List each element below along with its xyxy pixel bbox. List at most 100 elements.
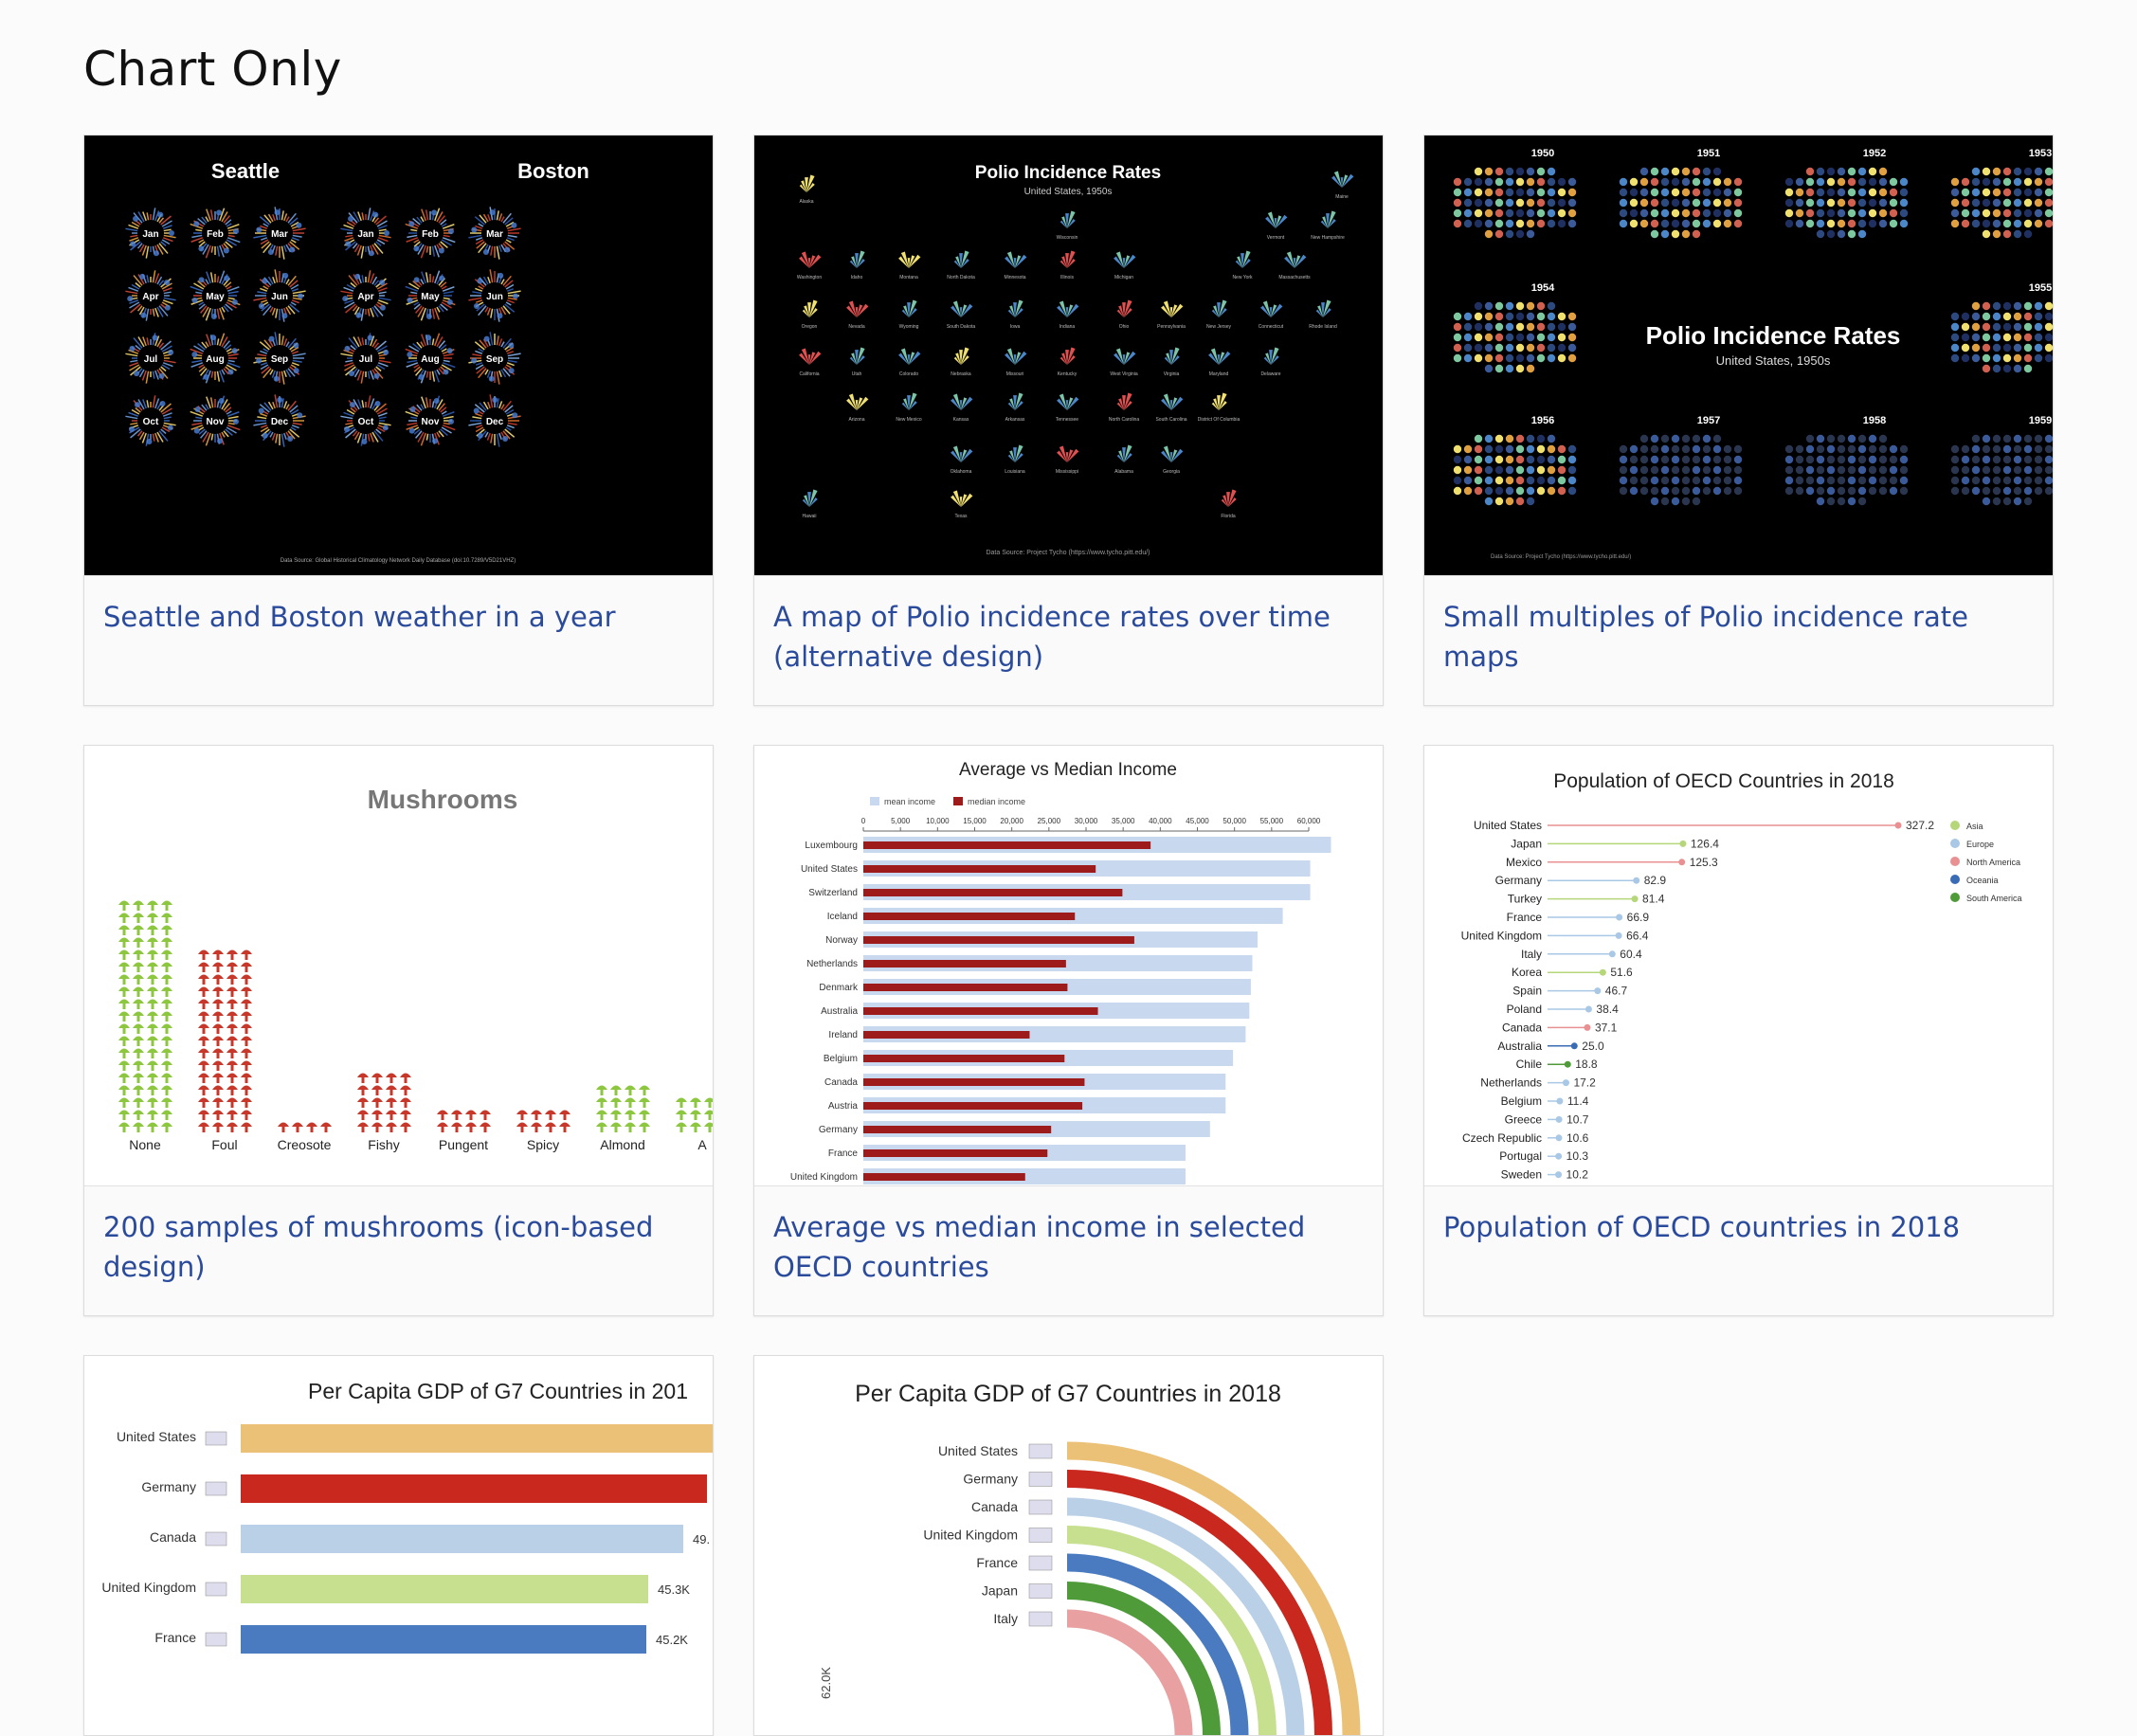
value-label: 82.9 xyxy=(1644,874,1667,887)
median-bar xyxy=(863,1078,1085,1086)
dot xyxy=(1555,1115,1563,1123)
country-label: United States xyxy=(801,864,858,875)
thumbnail-income[interactable]: Average vs Median Income mean income med… xyxy=(754,746,1383,1185)
chart-subtitle: United States, 1950s xyxy=(1716,353,1831,368)
state-glyph: New Hampshire xyxy=(1311,210,1345,241)
state-label: Kentucky xyxy=(1058,371,1078,377)
card-caption[interactable]: 200 samples of mushrooms (icon-based des… xyxy=(103,1211,654,1283)
median-bar xyxy=(863,984,1068,991)
state-glyph: California xyxy=(799,348,822,377)
gallery-card-mushrooms[interactable]: Mushrooms None Foul Creosote Fishy Pungent Sp… xyxy=(83,745,714,1316)
gallery-card-population[interactable]: Population of OECD Countries in 2018 Uni… xyxy=(1423,745,2054,1316)
state-label: South Dakota xyxy=(947,324,976,330)
gallery-card-income[interactable]: Average vs Median Income mean income med… xyxy=(753,745,1384,1316)
tick-label: 15,000 xyxy=(963,817,987,825)
state-label: Massachusetts xyxy=(1278,275,1311,280)
legend-label: Oceania xyxy=(1966,876,1999,885)
gallery-card-polio-map[interactable]: Polio Incidence Rates United States, 195… xyxy=(753,135,1384,706)
country-label: Iceland xyxy=(827,912,858,922)
year-map: 1958 xyxy=(1784,415,1909,506)
tick-label: 0 xyxy=(861,817,866,825)
country-label: Ireland xyxy=(828,1030,858,1040)
country-label: Denmark xyxy=(819,983,859,993)
mushroom-column: Spicy xyxy=(516,1110,570,1152)
month-ring: Mar xyxy=(468,207,521,260)
card-caption[interactable]: A map of Polio incidence rates over time… xyxy=(773,601,1331,673)
gallery-card-polio-multiples[interactable]: 1950 1951 1952 1953 1954 1955 1956 1957 1958 1959… xyxy=(1423,135,2054,706)
state-label: Iowa xyxy=(1010,324,1021,330)
thumbnail-g7-radial[interactable]: Per Capita GDP of G7 Countries in 2018 U… xyxy=(754,1356,1383,1735)
month-ring: May xyxy=(405,270,456,321)
legend-swatch xyxy=(1950,839,1960,848)
country-label: United Kingdom xyxy=(923,1528,1018,1543)
thumbnail-g7-bars[interactable]: Per Capita GDP of G7 Countries in 201 Un… xyxy=(84,1356,713,1735)
state-glyph: Indiana xyxy=(1057,300,1079,330)
year-label: 1955 xyxy=(2029,282,2052,294)
state-label: Texas xyxy=(954,514,968,519)
value-label: 60.4 xyxy=(1620,948,1642,961)
country-label: Mexico xyxy=(1506,856,1542,869)
state-glyph: New Jersey xyxy=(1206,299,1232,330)
month-label: Jan xyxy=(357,229,373,240)
country-label: Greece xyxy=(1505,1112,1543,1126)
country-label: Belgium xyxy=(1501,1094,1542,1108)
state-glyph: Connecticut xyxy=(1259,300,1284,330)
month-label: Jun xyxy=(271,292,288,302)
country-label: Netherlands xyxy=(1480,1076,1542,1090)
value-label: 125.3 xyxy=(1690,856,1718,869)
dot xyxy=(1599,968,1606,976)
chart-title: Polio Incidence Rates xyxy=(975,163,1161,183)
thumbnail-weather[interactable]: Seattle Boston Jan Feb Mar Apr May Jun Jul Aug S… xyxy=(84,136,713,575)
tick-label: 20,000 xyxy=(1000,817,1023,825)
gdp-bar xyxy=(241,1424,713,1453)
country-label: Luxembourg xyxy=(805,841,858,851)
tick-label: 25,000 xyxy=(1038,817,1061,825)
gallery-card-g7-radial[interactable]: Per Capita GDP of G7 Countries in 2018 U… xyxy=(753,1355,1384,1736)
month-label: Dec xyxy=(486,417,504,427)
state-label: Wisconsin xyxy=(1057,235,1078,241)
month-label: Mar xyxy=(271,229,288,240)
thumbnail-mushrooms[interactable]: Mushrooms None Foul Creosote Fishy Pungent Sp… xyxy=(84,746,713,1185)
card-caption[interactable]: Seattle and Boston weather in a year xyxy=(103,601,616,633)
card-caption[interactable]: Population of OECD countries in 2018 xyxy=(1443,1211,1961,1243)
month-label: Jun xyxy=(486,292,503,302)
mushroom-column: None xyxy=(118,900,172,1152)
gallery-card-weather[interactable]: Seattle Boston Jan Feb Mar Apr May Jun Jul Aug S… xyxy=(83,135,714,706)
thumbnail-polio-map[interactable]: Polio Incidence Rates United States, 195… xyxy=(754,136,1383,575)
value-label: 10.7 xyxy=(1567,1112,1589,1126)
chart-title: Average vs Median Income xyxy=(959,760,1177,780)
value-label: 51.6 xyxy=(1610,966,1633,979)
card-caption[interactable]: Average vs median income in selected OEC… xyxy=(773,1211,1306,1283)
state-glyph: Wisconsin xyxy=(1057,210,1078,241)
year-label: 1959 xyxy=(2029,415,2052,426)
country-label: Germany xyxy=(141,1479,196,1494)
month-label: May xyxy=(206,292,225,302)
gallery-card-g7-bars[interactable]: Per Capita GDP of G7 Countries in 201 Un… xyxy=(83,1355,714,1736)
state-glyph: Maine xyxy=(1331,171,1354,200)
thumbnail-population[interactable]: Population of OECD Countries in 2018 Uni… xyxy=(1424,746,2053,1185)
dot xyxy=(1584,1023,1591,1031)
legend-label: Asia xyxy=(1966,822,1983,831)
month-label: Jan xyxy=(142,229,158,240)
gdp-bar xyxy=(241,1474,707,1503)
state-glyph: District Of Columbia xyxy=(1198,392,1240,423)
state-label: Georgia xyxy=(1163,469,1180,475)
median-bar xyxy=(863,1126,1052,1133)
country-label: Portugal xyxy=(1499,1149,1542,1163)
category-label: Foul xyxy=(211,1137,237,1152)
value-label: 66.4 xyxy=(1626,929,1649,942)
state-glyph: Wyoming xyxy=(899,299,919,330)
state-label: Hawaii xyxy=(802,514,816,519)
state-glyph: Virginia xyxy=(1164,347,1180,377)
thumbnail-polio-multiples[interactable]: 1950 1951 1952 1953 1954 1955 1956 1957 1958 1959… xyxy=(1424,136,2053,575)
median-bar xyxy=(863,889,1123,896)
state-label: Louisiana xyxy=(1005,469,1025,475)
state-glyph: Georgia xyxy=(1161,445,1184,475)
state-label: Michigan xyxy=(1114,275,1133,280)
state-label: Nebraska xyxy=(951,371,971,377)
month-label: Mar xyxy=(486,229,503,240)
state-label: Oregon xyxy=(802,324,818,330)
gdp-bar xyxy=(241,1575,648,1603)
state-label: North Dakota xyxy=(947,275,975,280)
card-caption[interactable]: Small multiples of Polio incidence rate … xyxy=(1443,601,1968,673)
